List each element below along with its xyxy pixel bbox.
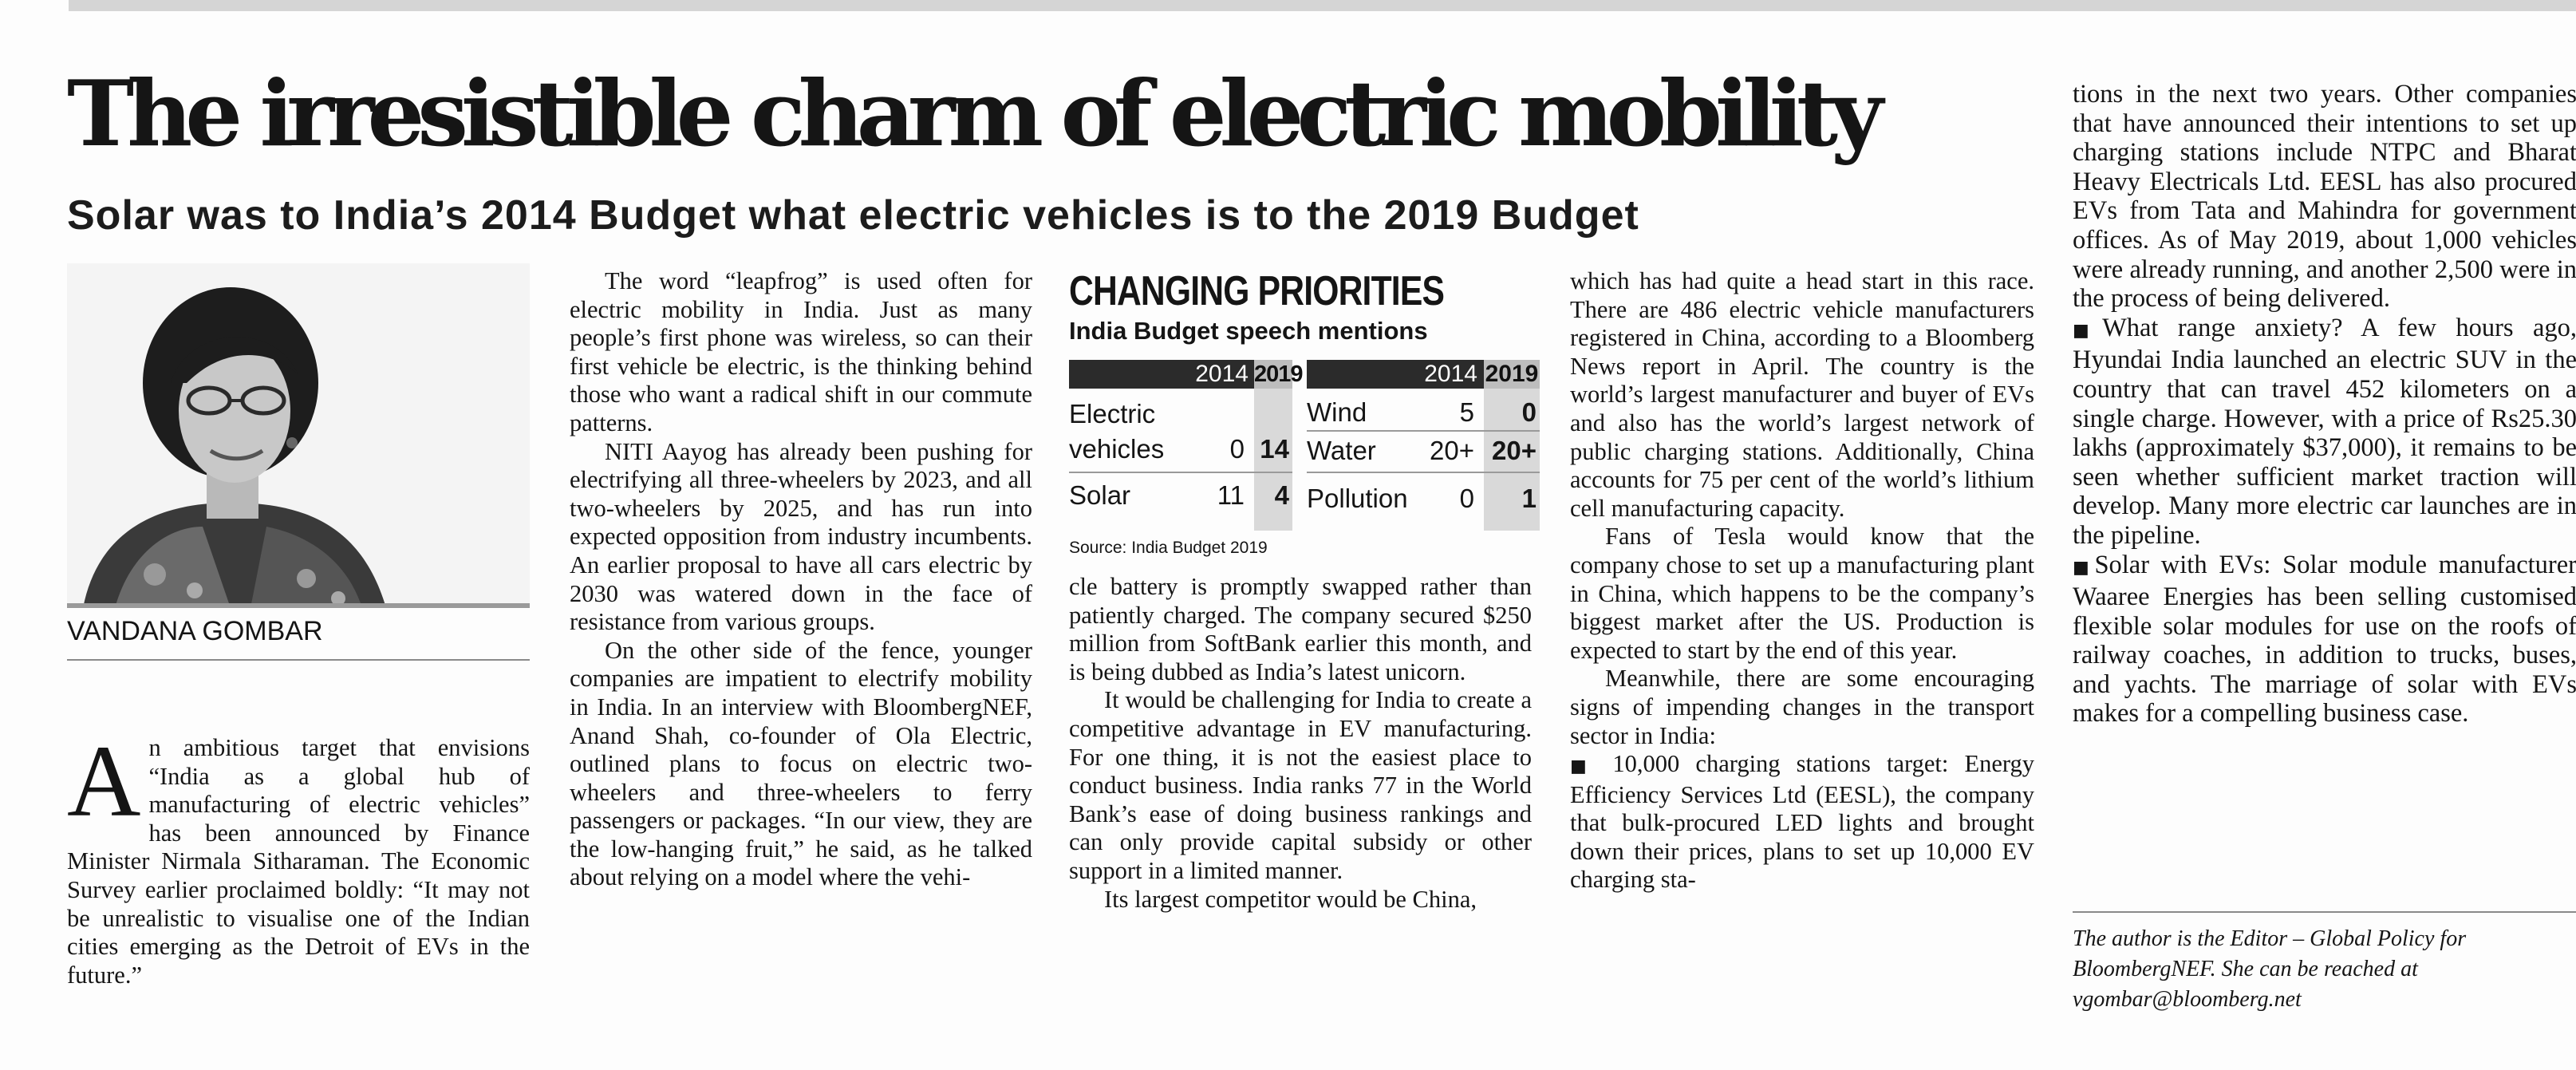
col2-paragraph-2: NITI Aayog has already been pushing for … xyxy=(570,437,1032,636)
row-label-wind: Wind xyxy=(1307,397,1367,427)
col3-paragraph-3: Its largest competitor would be China, xyxy=(1104,885,1477,913)
value-solar-2019: 4 xyxy=(1274,480,1289,510)
value-water-2019: 20+ xyxy=(1492,436,1537,465)
value-pollution-2014: 0 xyxy=(1459,484,1474,513)
subheadline: Solar was to India’s 2014 Budget what el… xyxy=(67,192,1639,239)
bullet-square-icon: ■ xyxy=(2073,557,2095,578)
row-label-solar: Solar xyxy=(1069,480,1131,510)
col5-paragraph-1: tions in the next two years. Other compa… xyxy=(2073,80,2576,314)
col3-paragraph-2: It would be challenging for India to cre… xyxy=(1069,686,1532,884)
author-portrait-illustration xyxy=(67,263,530,608)
col2-paragraph-3: On the other side of the fence, younger … xyxy=(570,636,1032,891)
header-year-2019-right: 2019 xyxy=(1484,360,1540,389)
infographic-source: Source: India Budget 2019 xyxy=(1069,539,1268,557)
column-1-text: n ambitious target that envisions “India… xyxy=(67,734,530,989)
row-label-water: Water xyxy=(1307,436,1376,465)
col4-bullet-charging: 10,000 charging stations target: Energy … xyxy=(1570,750,2034,894)
col4-paragraph-3: Meanwhile, there are some encouraging si… xyxy=(1570,665,2034,749)
col4-paragraph-1: which has had quite a head start in this… xyxy=(1570,267,2034,522)
byline-rule-top xyxy=(67,603,530,608)
table-header-right: 2014 2019 xyxy=(1307,360,1540,389)
row-label-electric: Electric xyxy=(1069,399,1156,428)
column-3: cle battery is promptly swapped rather t… xyxy=(1069,573,1532,1028)
byline: VANDANA GOMBAR xyxy=(67,616,323,646)
row-label-vehicles: vehicles xyxy=(1069,434,1165,464)
table-header-left: 2014 2019 xyxy=(1069,360,1304,389)
headline: The irresistible charm of electric mobil… xyxy=(67,61,1884,167)
value-solar-2014: 11 xyxy=(1217,480,1245,510)
drop-cap: A xyxy=(67,734,141,838)
column-1: A n ambitious target that envisions “Ind… xyxy=(67,734,530,1021)
row-divider-right-2 xyxy=(1307,472,1540,473)
col3-paragraph-1: cle battery is promptly swapped rather t… xyxy=(1069,573,1532,685)
value-wind-2014: 5 xyxy=(1459,397,1474,427)
value-water-2014: 20+ xyxy=(1430,436,1474,465)
infographic-title: CHANGING PRIORITIES xyxy=(1069,268,1445,314)
author-photo xyxy=(67,263,530,608)
byline-rule-bottom xyxy=(67,659,530,661)
bullet-square-icon: ■ xyxy=(2073,320,2103,341)
author-note-rule xyxy=(2073,911,2576,913)
col2-paragraph-1: The word “leapfrog” is used often for el… xyxy=(570,267,1032,436)
col5-bullet-solar: Solar with EVs: Solar module manufacture… xyxy=(2073,550,2576,728)
author-note: The author is the Editor – Global Policy… xyxy=(2073,926,2467,1012)
row-divider-right-1 xyxy=(1307,430,1540,432)
mentions-table-right: 2014 2019 Wind 5 0 Water 20+ 20+ Polluti… xyxy=(1307,360,1540,535)
value-pollution-2019: 1 xyxy=(1521,484,1537,513)
infographic-subtitle: India Budget speech mentions xyxy=(1069,317,1428,345)
header-year-2014-left: 2014 xyxy=(1195,361,1249,387)
column-5: tions in the next two years. Other compa… xyxy=(2073,80,2576,902)
row-label-pollution: Pollution xyxy=(1307,484,1408,513)
row-divider-left xyxy=(1069,472,1292,473)
bullet-square-icon: ■ xyxy=(1570,756,1597,777)
mentions-table-left: 2014 2019 Electric vehicles 0 14 Solar 1… xyxy=(1069,360,1304,535)
column-2: The word “leapfrog” is used often for el… xyxy=(570,267,1032,1057)
column-4: which has had quite a head start in this… xyxy=(1570,267,2034,1057)
value-wind-2019: 0 xyxy=(1521,397,1537,427)
col5-bullet-range: What range anxiety? A few hours ago, Hyu… xyxy=(2073,313,2576,550)
header-year-2019-left: 2019 xyxy=(1254,360,1304,389)
top-border xyxy=(69,0,2576,11)
header-year-2014-right: 2014 xyxy=(1424,361,1477,387)
col4-paragraph-2: Fans of Tesla would know that the compan… xyxy=(1570,523,2034,664)
value-ev-2019: 14 xyxy=(1260,434,1289,464)
value-ev-2014: 0 xyxy=(1229,434,1245,464)
changing-priorities-infographic: CHANGING PRIORITIES India Budget speech … xyxy=(1069,267,2090,567)
